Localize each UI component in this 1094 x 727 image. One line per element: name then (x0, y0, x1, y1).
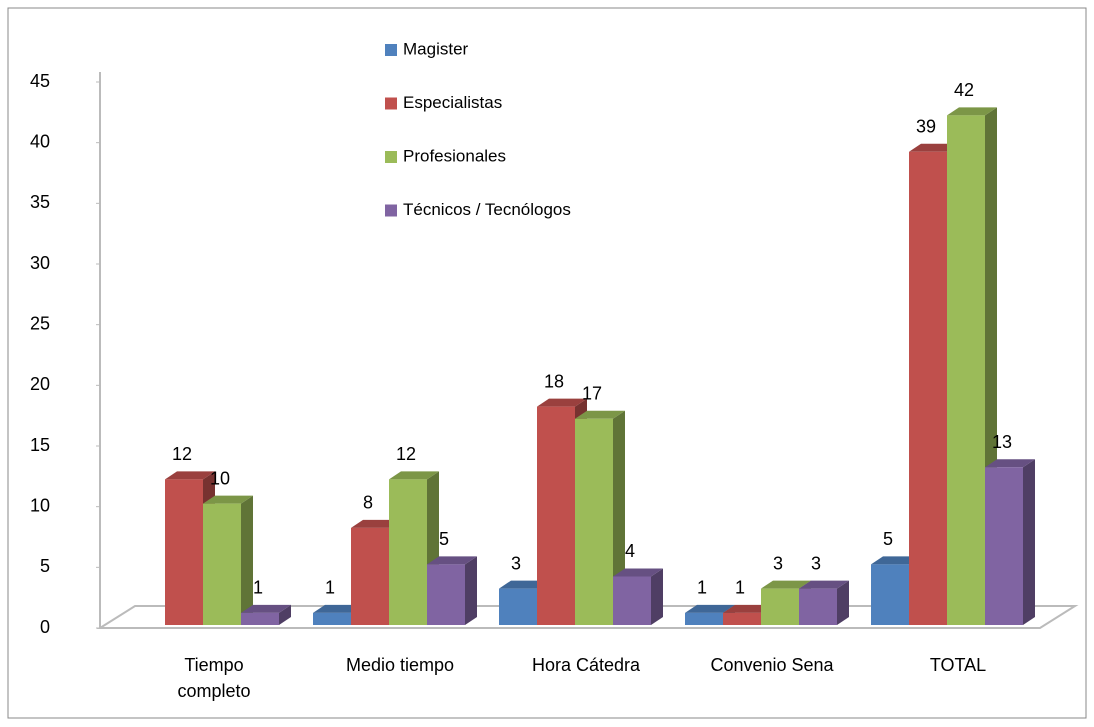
x-tick-label: Medio tiempo (345, 655, 455, 675)
data-label: 39 (916, 117, 936, 137)
bar-face (909, 143, 959, 152)
data-label: 1 (325, 578, 335, 598)
x-tick-label: Tiempo completo (177, 655, 251, 701)
bar-face (985, 467, 1023, 625)
bar-face (389, 471, 439, 480)
bar (427, 556, 477, 625)
bar-face (427, 556, 477, 565)
legend-swatch (385, 44, 397, 56)
x-tick-label: TOTAL (929, 655, 987, 675)
bar-face (575, 418, 613, 625)
bar-face (651, 568, 663, 625)
bar (241, 604, 291, 625)
bar (613, 568, 663, 625)
y-tick-label: 35 (30, 192, 50, 212)
bar-face (685, 612, 723, 625)
bar-face (685, 604, 735, 613)
bar-face (985, 459, 1035, 468)
bar-face (761, 588, 799, 625)
y-tick-label: 0 (40, 617, 50, 637)
bar-face (313, 604, 363, 613)
bar (799, 580, 849, 625)
bar-face (761, 580, 811, 589)
data-label: 17 (582, 383, 602, 403)
bar-face (837, 580, 849, 625)
bar-face (947, 115, 985, 626)
bar (203, 495, 253, 625)
legend-label: Profesionales (403, 146, 506, 165)
y-tick-label: 15 (30, 435, 50, 455)
y-tick-label: 5 (40, 556, 50, 576)
bar-face (279, 604, 291, 625)
data-label: 3 (811, 553, 821, 573)
data-label: 42 (954, 80, 974, 100)
bar-face (241, 604, 291, 613)
legend-swatch (385, 204, 397, 217)
bar (575, 410, 625, 625)
data-label: 12 (172, 444, 192, 464)
bar-face (313, 612, 351, 625)
data-label: 8 (363, 493, 373, 513)
data-label: 1 (735, 578, 745, 598)
x-tick-label: Hora Cátedra (531, 655, 641, 675)
data-label: 12 (396, 444, 416, 464)
bar-face (909, 151, 947, 626)
bar-face (165, 471, 215, 480)
bar-face (499, 588, 537, 625)
legend-label: Técnicos / Tecnólogos (403, 200, 571, 219)
data-label: 13 (992, 432, 1012, 452)
data-label: 18 (544, 371, 564, 391)
data-label: 5 (439, 529, 449, 549)
bar-face (203, 503, 241, 625)
bar-face (947, 107, 997, 116)
data-label: 5 (883, 529, 893, 549)
data-label: 10 (210, 468, 230, 488)
y-tick-label: 20 (30, 374, 50, 394)
bar (985, 459, 1035, 625)
bar-face (799, 588, 837, 625)
data-label: 3 (773, 553, 783, 573)
bar-face (537, 398, 587, 407)
bar-face (871, 556, 921, 565)
bar-face (241, 612, 279, 625)
bar-face (613, 576, 651, 625)
bar-face (389, 479, 427, 625)
y-tick-label: 10 (30, 495, 50, 515)
bar-face (613, 568, 663, 577)
data-label: 1 (253, 578, 263, 598)
bar-face (351, 527, 389, 625)
bar-face (799, 580, 849, 589)
bar-face (465, 556, 477, 625)
bar-face (1023, 459, 1035, 625)
legend-swatch (385, 151, 397, 163)
bar-face (723, 604, 773, 613)
y-tick-label: 25 (30, 313, 50, 333)
legend-label: Magister (403, 39, 469, 58)
bar-face (351, 519, 401, 528)
floor (96, 605, 1079, 629)
y-tick-label: 30 (30, 253, 50, 273)
bar-face (537, 406, 575, 625)
legend-label: Especialistas (403, 93, 502, 112)
bar-face (203, 495, 253, 504)
data-label: 1 (697, 578, 707, 598)
y-tick-label: 40 (30, 131, 50, 151)
bar-face (165, 479, 203, 625)
y-tick-label: 45 (30, 71, 50, 91)
bar-face (871, 564, 909, 625)
x-tick-label: Convenio Sena (710, 655, 834, 675)
bar-face (723, 612, 761, 625)
bar-face (499, 580, 549, 589)
legend-swatch (385, 97, 397, 110)
data-label: 3 (511, 553, 521, 573)
data-label: 4 (625, 541, 635, 561)
bar-face (427, 564, 465, 625)
bar-face (575, 410, 625, 419)
bar-face (241, 495, 253, 625)
